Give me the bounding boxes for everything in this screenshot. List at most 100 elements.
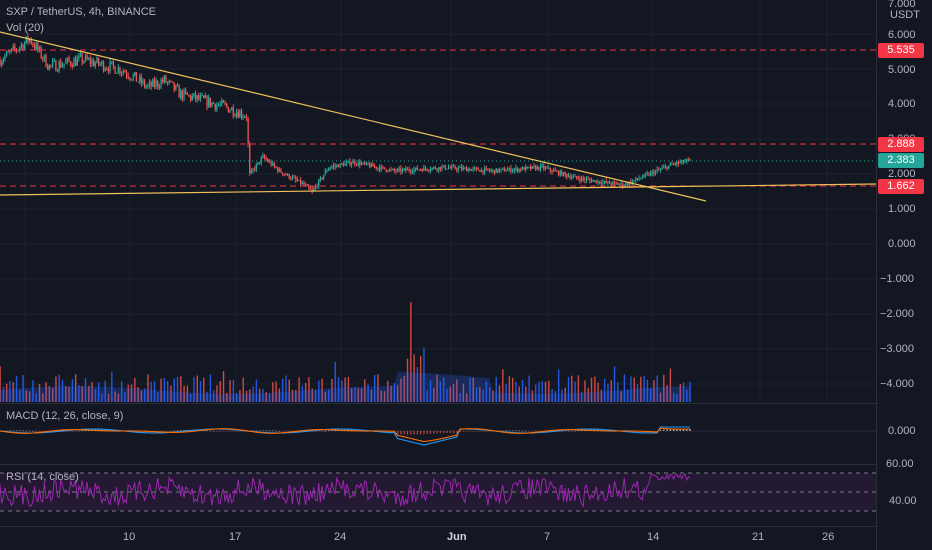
candle-body — [659, 169, 662, 171]
candle-body — [658, 169, 660, 171]
volume-legend[interactable]: Vol (20) — [6, 22, 44, 34]
volume-bar — [600, 389, 603, 402]
macd-histogram-bar — [466, 431, 468, 432]
macd-histogram-bar — [502, 430, 504, 432]
candle-body — [569, 176, 571, 179]
macd-histogram-bar — [459, 430, 461, 432]
resistance-lower-badge[interactable]: 2.888 — [878, 137, 924, 152]
macd-histogram-bar — [32, 430, 34, 432]
candle-body — [296, 179, 299, 181]
candle-body — [403, 168, 405, 170]
candle-body — [419, 169, 422, 171]
volume-bar — [492, 390, 494, 402]
price-scale[interactable] — [876, 0, 932, 550]
last-price-badge[interactable]: 2.383 — [878, 153, 924, 168]
candle-body — [212, 102, 215, 104]
candle-body — [615, 182, 617, 184]
candle-body — [55, 60, 57, 72]
macd-histogram-bar — [400, 431, 402, 435]
macd-histogram-bar — [452, 431, 455, 433]
candle-body — [319, 177, 322, 181]
candle-body — [37, 43, 39, 51]
volume-bar — [472, 377, 474, 402]
pane-separator[interactable] — [0, 403, 876, 404]
volume-bar — [206, 391, 208, 402]
support-badge[interactable]: 1.662 — [878, 179, 924, 194]
macd-histogram-bar — [446, 431, 448, 433]
volume-bar — [406, 358, 409, 402]
macd-histogram-bar — [686, 428, 688, 431]
volume-bar — [393, 383, 396, 402]
volume-bar — [354, 387, 356, 402]
volume-bar — [268, 393, 271, 402]
candle-body — [646, 173, 648, 175]
candle-body — [189, 95, 192, 101]
macd-histogram-bar — [163, 431, 165, 432]
macd-legend[interactable]: MACD (12, 26, close, 9) — [6, 410, 124, 422]
candle-body — [132, 75, 134, 80]
volume-bar — [232, 380, 235, 402]
candle-body — [278, 169, 280, 172]
macd-histogram-bar — [107, 429, 110, 431]
rsi-legend[interactable]: RSI (14, close) — [6, 471, 79, 483]
time-label: 21 — [752, 531, 765, 543]
candle-body — [38, 47, 41, 51]
macd-histogram-bar — [262, 430, 264, 432]
volume-bar — [209, 374, 212, 402]
candle-body — [206, 95, 208, 107]
macd-pane[interactable] — [0, 404, 876, 463]
macd-histogram-bar — [508, 430, 510, 432]
candle-body — [648, 173, 650, 176]
candle-body — [475, 168, 478, 170]
macd-histogram-bar — [331, 430, 333, 431]
candle-body — [459, 167, 461, 169]
candle-body — [401, 169, 404, 172]
candle-body — [224, 102, 226, 105]
volume-bar — [459, 393, 461, 402]
macd-histogram-bar — [413, 431, 415, 435]
candle-body — [426, 168, 428, 171]
volume-bar — [219, 381, 221, 402]
volume-bar — [508, 376, 511, 402]
symbol-legend[interactable]: SXP / TetherUS, 4h, BINANCE — [6, 6, 156, 18]
price-tick: 7.000 — [888, 0, 916, 10]
rsi-line — [0, 473, 691, 508]
price-pane[interactable] — [0, 0, 876, 402]
candle-body — [106, 69, 108, 71]
candle-body — [536, 166, 538, 170]
candle-body — [360, 163, 363, 166]
candle-body — [470, 169, 473, 171]
volume-bar — [301, 385, 304, 402]
volume-bar — [84, 378, 87, 402]
volume-bar — [676, 393, 678, 402]
pane-separator[interactable] — [0, 464, 876, 465]
volume-bar — [584, 380, 586, 402]
macd-zero-tick: 0.000 — [888, 425, 916, 437]
candle-body — [291, 177, 294, 179]
rsi-pane[interactable] — [0, 465, 876, 525]
candle-body — [507, 169, 509, 171]
volume-bar — [58, 374, 60, 402]
candle-body — [5, 51, 8, 56]
volume-bar — [137, 387, 139, 402]
candle-body — [142, 80, 144, 84]
macd-histogram-bar — [137, 431, 139, 433]
candle-body — [24, 42, 26, 50]
candle-body — [461, 167, 463, 170]
candle-body — [564, 172, 566, 175]
volume-bar — [580, 391, 583, 402]
currency-label[interactable]: USDT — [890, 9, 920, 21]
candle-body — [258, 162, 261, 164]
candle-body — [273, 163, 276, 167]
macd-histogram-bar — [420, 431, 422, 435]
macd-histogram-bar — [561, 431, 563, 432]
rsi-chart — [0, 472, 876, 512]
candle-body — [285, 174, 287, 176]
candle-body — [625, 183, 627, 186]
volume-bar — [590, 377, 593, 402]
candle-body — [45, 54, 47, 68]
candle-body — [594, 180, 596, 182]
resistance-upper-badge[interactable]: 5.535 — [878, 43, 924, 58]
candle-body — [316, 186, 318, 188]
candle-body — [275, 166, 277, 168]
